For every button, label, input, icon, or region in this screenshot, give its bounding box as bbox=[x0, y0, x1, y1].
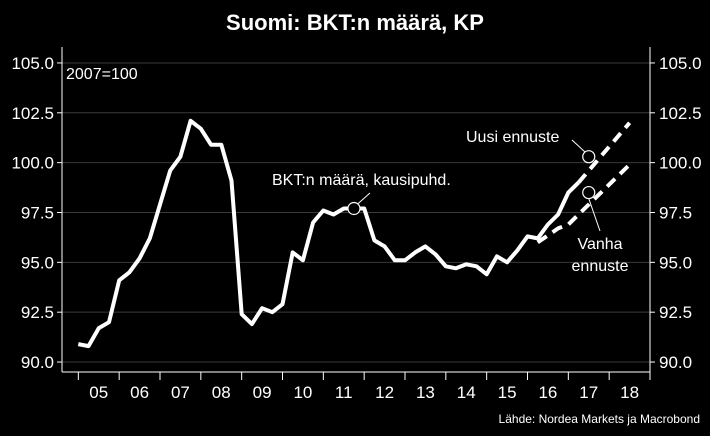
x-tick-label: 06 bbox=[130, 383, 149, 402]
x-tick-label: 18 bbox=[620, 383, 639, 402]
annotation-new-forecast-label: Uusi ennuste bbox=[466, 129, 559, 146]
y-tick-label-right: 92.5 bbox=[659, 303, 692, 322]
y-axis-left: 105.0 102.5 100.0 97.5 95.0 92.5 90.0 bbox=[11, 47, 63, 372]
annotation-gdp-leader bbox=[355, 192, 371, 206]
x-tick-label: 16 bbox=[538, 383, 557, 402]
x-tick-label: 14 bbox=[457, 383, 476, 402]
annotation-old-forecast-leader bbox=[588, 198, 601, 232]
y-tick-label-left: 105.0 bbox=[11, 54, 54, 73]
x-tick-label: 13 bbox=[416, 383, 435, 402]
annotation-old-forecast-label-line1: Vanha bbox=[577, 236, 622, 253]
series-line-2 bbox=[576, 121, 632, 184]
x-tick-label: 15 bbox=[498, 383, 517, 402]
y-tick-label-right: 95.0 bbox=[659, 253, 692, 272]
grid-lines bbox=[62, 62, 650, 363]
x-tick-label: 10 bbox=[293, 383, 312, 402]
x-tick-label: 07 bbox=[171, 383, 190, 402]
y-tick-label-right: 102.5 bbox=[659, 104, 702, 123]
source-note: Lähde: Nordea Markets ja Macrobond bbox=[499, 412, 700, 426]
x-tick-label: 05 bbox=[89, 383, 108, 402]
y-tick-label-right: 97.5 bbox=[659, 203, 692, 222]
y-tick-label-right: 100.0 bbox=[659, 154, 702, 173]
series-line-1 bbox=[77, 118, 580, 349]
index-note: 2007=100 bbox=[66, 66, 138, 83]
series-line-3 bbox=[536, 163, 631, 245]
y-tick-label-left: 100.0 bbox=[11, 154, 54, 173]
y-tick-label-left: 95.0 bbox=[21, 253, 54, 272]
annotation-old-forecast-marker bbox=[582, 185, 596, 200]
y-tick-label-right: 105.0 bbox=[659, 54, 702, 73]
x-tick-label: 12 bbox=[375, 383, 394, 402]
y-axis-right: 105.0 102.5 100.0 97.5 95.0 92.5 90.0 bbox=[649, 47, 702, 372]
series-group bbox=[77, 118, 632, 349]
annotation-old-forecast-label-line2: ennuste bbox=[572, 258, 629, 275]
annotation-gdp-marker bbox=[347, 201, 361, 216]
x-axis: 05 06 07 08 09 10 11 12 13 14 15 16 17 18 bbox=[62, 371, 651, 402]
annotation-gdp-label: BKT:n määrä, kausipuhd. bbox=[272, 172, 451, 189]
y-tick-label-left: 92.5 bbox=[21, 303, 54, 322]
x-tick-label: 17 bbox=[579, 383, 598, 402]
y-tick-label-right: 90.0 bbox=[659, 353, 692, 372]
annotation-new-forecast-marker bbox=[582, 150, 596, 164]
x-tick-label: 08 bbox=[212, 383, 231, 402]
annotations: BKT:n määrä, kausipuhd. Uusi ennuste Vanha… bbox=[272, 129, 629, 275]
y-tick-label-left: 97.5 bbox=[21, 203, 54, 222]
chart-title: Suomi: BKT:n määrä, KP bbox=[226, 10, 484, 35]
x-tick-label: 11 bbox=[335, 383, 353, 402]
y-tick-label-left: 90.0 bbox=[21, 353, 54, 372]
annotation-new-forecast-leader bbox=[571, 139, 588, 155]
x-tick-label: 09 bbox=[253, 383, 272, 402]
y-tick-label-left: 102.5 bbox=[11, 104, 54, 123]
